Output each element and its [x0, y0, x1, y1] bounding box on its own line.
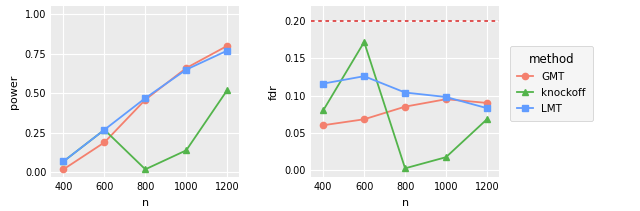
knockoff — [401, 167, 409, 170]
knockoff — [483, 118, 491, 120]
LMT — [401, 91, 409, 94]
LMT — [360, 75, 368, 77]
GMT — [401, 105, 409, 108]
X-axis label: n: n — [401, 198, 409, 208]
LMT — [141, 97, 149, 99]
LMT — [442, 96, 450, 98]
Line: GMT: GMT — [320, 96, 490, 128]
knockoff — [223, 89, 231, 92]
knockoff — [100, 128, 108, 131]
Legend: GMT, knockoff, LMT: GMT, knockoff, LMT — [510, 46, 593, 121]
GMT — [141, 98, 149, 101]
GMT — [182, 67, 190, 69]
GMT — [60, 168, 67, 170]
Line: GMT: GMT — [60, 43, 230, 172]
X-axis label: n: n — [141, 198, 149, 208]
knockoff — [141, 168, 149, 170]
knockoff — [442, 156, 450, 158]
LMT — [182, 68, 190, 71]
GMT — [319, 124, 327, 126]
knockoff — [360, 41, 368, 43]
LMT — [483, 107, 491, 109]
Y-axis label: power: power — [9, 75, 19, 109]
Line: LMT: LMT — [60, 47, 230, 165]
knockoff — [319, 109, 327, 112]
LMT — [60, 160, 67, 163]
GMT — [483, 102, 491, 104]
LMT — [223, 49, 231, 52]
knockoff — [60, 160, 67, 163]
GMT — [442, 98, 450, 100]
Line: knockoff: knockoff — [60, 87, 230, 172]
GMT — [100, 141, 108, 144]
GMT — [360, 118, 368, 120]
LMT — [319, 82, 327, 85]
knockoff — [182, 149, 190, 151]
Y-axis label: fdr: fdr — [269, 84, 279, 100]
GMT — [223, 45, 231, 47]
LMT — [100, 128, 108, 131]
Line: LMT: LMT — [320, 73, 490, 111]
Line: knockoff: knockoff — [320, 39, 490, 172]
